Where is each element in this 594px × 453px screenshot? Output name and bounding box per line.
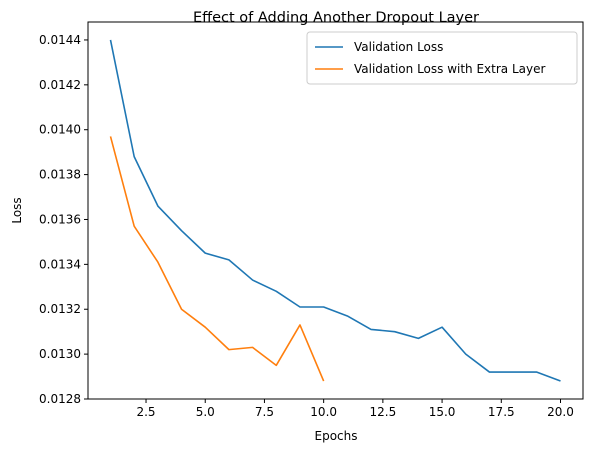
x-tick-label: 7.5 bbox=[255, 405, 274, 419]
x-tick-label: 20.0 bbox=[547, 405, 574, 419]
legend-label: Validation Loss bbox=[354, 40, 443, 54]
y-axis: 0.0128 0.0130 0.0132 0.0134 0.0136 0.0138 0.01… bbox=[39, 33, 88, 406]
x-axis: 2.5 5.0 7.5 10.0 12.5 15.0 17.5 20.0 bbox=[136, 399, 574, 419]
y-tick-label: 0.0138 bbox=[39, 168, 81, 182]
x-axis-label: Epochs bbox=[315, 429, 358, 443]
x-tick-label: 12.5 bbox=[370, 405, 397, 419]
y-tick-label: 0.0144 bbox=[39, 33, 81, 47]
x-tick-label: 15.0 bbox=[429, 405, 456, 419]
legend: Validation Loss Validation Loss with Extr… bbox=[306, 31, 578, 85]
y-axis-label: Loss bbox=[10, 197, 24, 223]
y-tick-label: 0.0142 bbox=[39, 78, 81, 92]
y-tick-label: 0.0136 bbox=[39, 212, 81, 226]
x-tick-label: 10.0 bbox=[310, 405, 337, 419]
y-tick-label: 0.0130 bbox=[39, 347, 81, 361]
legend-box bbox=[306, 31, 578, 85]
x-tick-label: 2.5 bbox=[136, 405, 155, 419]
legend-label: Validation Loss with Extra Layer bbox=[354, 62, 545, 76]
series-lines bbox=[109, 39, 561, 382]
y-tick-label: 0.0140 bbox=[39, 123, 81, 137]
y-tick-label: 0.0134 bbox=[39, 257, 81, 271]
series-line-2 bbox=[109, 136, 325, 382]
series-line-1 bbox=[109, 39, 561, 382]
y-tick-label: 0.0132 bbox=[39, 302, 81, 316]
x-tick-label: 5.0 bbox=[196, 405, 215, 419]
x-tick-label: 17.5 bbox=[488, 405, 515, 419]
chart-title: Effect of Adding Another Dropout Layer bbox=[193, 10, 479, 26]
plot-frame bbox=[87, 21, 584, 400]
y-tick-label: 0.0128 bbox=[39, 392, 81, 406]
